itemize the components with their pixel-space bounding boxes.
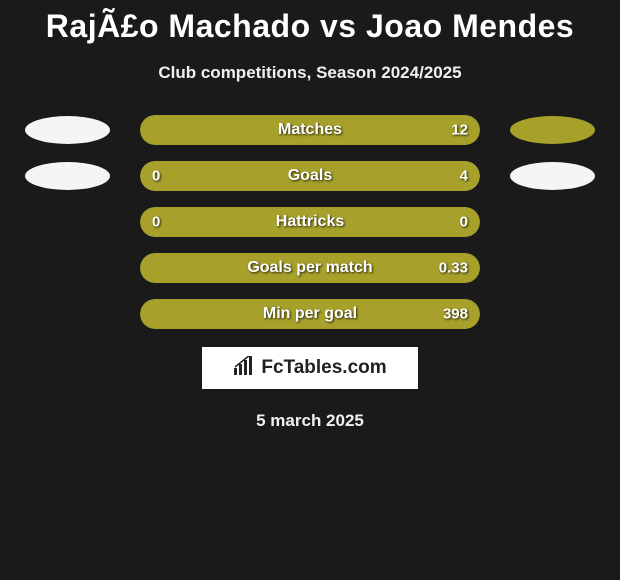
stat-rows: Matches 12 Goals 0 4 Hattricks 0 0 Goals per mat… <box>0 115 620 329</box>
comparison-infographic: RajÃ£o Machado vs Joao Mendes Club compe… <box>0 0 620 431</box>
stat-value-right: 0.33 <box>439 260 468 277</box>
stat-row: Hattricks 0 0 <box>0 207 620 237</box>
stat-value-right: 398 <box>443 306 468 323</box>
stat-bar: Goals 0 4 <box>140 161 480 191</box>
date-text: 5 march 2025 <box>0 411 620 431</box>
stat-value-right: 0 <box>460 214 468 231</box>
stat-value-left: 0 <box>152 214 160 231</box>
stat-label: Goals per match <box>247 259 372 277</box>
stat-value-right: 12 <box>451 122 468 139</box>
stat-row: Matches 12 <box>0 115 620 145</box>
stat-label: Min per goal <box>263 305 357 323</box>
stat-row: Min per goal 398 <box>0 299 620 329</box>
bar-segment-right <box>201 161 480 191</box>
stat-row: Goals 0 4 <box>0 161 620 191</box>
stat-row: Goals per match 0.33 <box>0 253 620 283</box>
stat-bar: Hattricks 0 0 <box>140 207 480 237</box>
left-ellipse-icon <box>25 162 110 190</box>
stat-label: Goals <box>288 167 332 185</box>
stat-label: Matches <box>278 121 342 139</box>
footer-brand-text: FcTables.com <box>261 357 386 379</box>
stat-bar: Min per goal 398 <box>140 299 480 329</box>
right-ellipse-icon <box>510 162 595 190</box>
right-ellipse-icon <box>510 116 595 144</box>
subtitle: Club competitions, Season 2024/2025 <box>0 63 620 83</box>
stat-label: Hattricks <box>276 213 344 231</box>
chart-icon <box>233 356 255 381</box>
page-title: RajÃ£o Machado vs Joao Mendes <box>0 8 620 45</box>
stat-value-right: 4 <box>460 168 468 185</box>
stat-bar: Goals per match 0.33 <box>140 253 480 283</box>
stat-bar: Matches 12 <box>140 115 480 145</box>
left-ellipse-icon <box>25 116 110 144</box>
footer-logo: FcTables.com <box>202 347 418 389</box>
stat-value-left: 0 <box>152 168 160 185</box>
bar-segment-left <box>140 161 201 191</box>
